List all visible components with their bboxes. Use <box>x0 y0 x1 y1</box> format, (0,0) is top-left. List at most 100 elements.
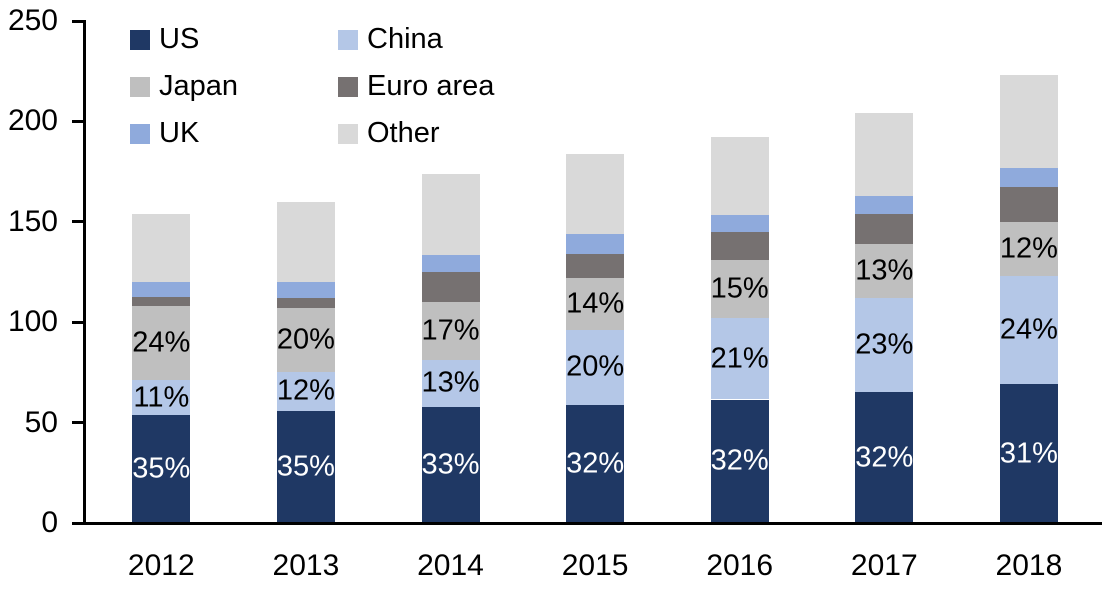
bar-segment-japan <box>132 306 191 381</box>
legend-swatch-icon <box>130 76 150 97</box>
bar-segment-uk <box>855 195 914 214</box>
segment-percent-label: 35% <box>132 452 191 485</box>
legend-item-uk: UK <box>130 110 338 157</box>
segment-percent-label: 33% <box>421 448 480 481</box>
bar-segment-china <box>132 380 191 415</box>
y-axis-tick <box>72 19 85 23</box>
legend-label: China <box>367 23 443 55</box>
segment-percent-label: 20% <box>276 323 335 356</box>
x-axis-tick-label: 2018 <box>995 549 1063 582</box>
legend-swatch-icon <box>338 76 358 97</box>
legend-item-us: US <box>130 16 338 63</box>
segment-percent-label: 32% <box>855 441 914 474</box>
bar-segment-china <box>566 330 625 405</box>
y-axis-tick-label: 100 <box>7 305 58 339</box>
segment-percent-label: 31% <box>999 437 1058 470</box>
legend-swatch-icon <box>130 29 150 50</box>
bar-segment-other <box>999 75 1058 168</box>
y-axis-tick-label: 200 <box>7 104 58 138</box>
bar-segment-us <box>132 414 191 523</box>
bar-segment-uk <box>566 233 625 254</box>
x-axis-tick-label: 2012 <box>127 549 195 582</box>
y-axis-tick <box>72 220 85 224</box>
bar-segment-japan <box>999 221 1058 276</box>
x-axis-tick-label: 2015 <box>561 549 629 582</box>
bar-segment-china <box>855 298 914 393</box>
bar-segment-euro-area <box>855 213 914 244</box>
legend-item-japan: Japan <box>130 63 338 110</box>
legend: US China Japan Euro area UK Other <box>130 16 494 157</box>
bar-segment-japan <box>566 278 625 331</box>
bar-segment-us <box>276 410 335 523</box>
bar-segment-euro-area <box>276 298 335 309</box>
bar-segment-euro-area <box>421 272 480 303</box>
bar-segment-uk <box>421 254 480 272</box>
legend-swatch-icon <box>130 123 150 144</box>
segment-percent-label: 12% <box>999 232 1058 265</box>
segment-percent-label: 14% <box>566 287 625 320</box>
y-axis-tick <box>72 521 85 525</box>
legend-label: Euro area <box>367 70 495 102</box>
legend-swatch-icon <box>338 123 358 144</box>
bar-segment-japan <box>855 243 914 299</box>
y-axis-line <box>83 19 86 525</box>
x-axis-tick-label: 2014 <box>417 549 484 582</box>
bar-segment-china <box>421 360 480 407</box>
bar-segment-japan <box>276 308 335 373</box>
bar-segment-us <box>566 404 625 523</box>
segment-percent-label: 15% <box>710 272 769 305</box>
y-axis-tick <box>72 421 85 425</box>
bar-segment-other <box>132 213 191 283</box>
y-axis-tick-label: 50 <box>24 405 58 439</box>
segment-percent-label: 11% <box>133 381 190 413</box>
segment-percent-label: 21% <box>710 342 769 375</box>
bar-segment-china <box>999 276 1058 385</box>
segment-percent-label: 35% <box>276 450 335 483</box>
bar-segment-china <box>276 372 335 411</box>
bar-segment-other <box>276 201 335 283</box>
segment-percent-label: 17% <box>421 314 480 347</box>
bar-segment-us <box>999 384 1058 523</box>
segment-percent-label: 12% <box>276 374 335 407</box>
y-axis-tick <box>72 119 85 123</box>
x-axis-line <box>83 521 1102 525</box>
segment-percent-label: 13% <box>855 254 914 287</box>
legend-label: Japan <box>159 70 239 102</box>
bar-segment-us <box>421 406 480 523</box>
bar-segment-uk <box>132 282 191 298</box>
bar-segment-japan <box>421 302 480 361</box>
x-axis-tick-label: 2016 <box>706 549 774 582</box>
legend-label: UK <box>159 117 200 149</box>
segment-percent-label: 20% <box>566 350 625 383</box>
bar-segment-euro-area <box>999 186 1058 222</box>
bar-segment-us <box>855 392 914 523</box>
bar-segment-japan <box>710 259 769 319</box>
segment-percent-label: 13% <box>421 366 480 399</box>
segment-percent-label: 24% <box>999 313 1058 346</box>
y-axis-tick-label: 150 <box>7 204 58 238</box>
x-axis-tick-label: 2017 <box>850 549 918 582</box>
legend-swatch-icon <box>338 29 358 50</box>
bar-segment-other <box>710 137 769 215</box>
y-axis-tick-label: 250 <box>7 4 58 37</box>
legend-item-china: China <box>338 16 494 63</box>
legend-label: Other <box>367 117 440 149</box>
bar-segment-uk <box>276 282 335 299</box>
bar-segment-euro-area <box>710 231 769 260</box>
bar-segment-uk <box>710 214 769 232</box>
y-axis-tick <box>72 320 85 324</box>
x-axis-tick-label: 2013 <box>272 549 340 582</box>
bar-segment-china <box>710 318 769 400</box>
bar-segment-euro-area <box>132 297 191 307</box>
bar-segment-other <box>566 153 625 234</box>
legend-item-euro-area: Euro area <box>338 63 494 110</box>
bar-segment-other <box>855 113 914 196</box>
segment-percent-label: 32% <box>710 444 769 477</box>
bar-segment-uk <box>999 167 1058 187</box>
segment-percent-label: 23% <box>855 328 914 361</box>
legend-item-other: Other <box>338 110 494 157</box>
segment-percent-label: 24% <box>132 326 191 359</box>
legend-label: US <box>159 23 200 55</box>
bar-segment-euro-area <box>566 253 625 279</box>
